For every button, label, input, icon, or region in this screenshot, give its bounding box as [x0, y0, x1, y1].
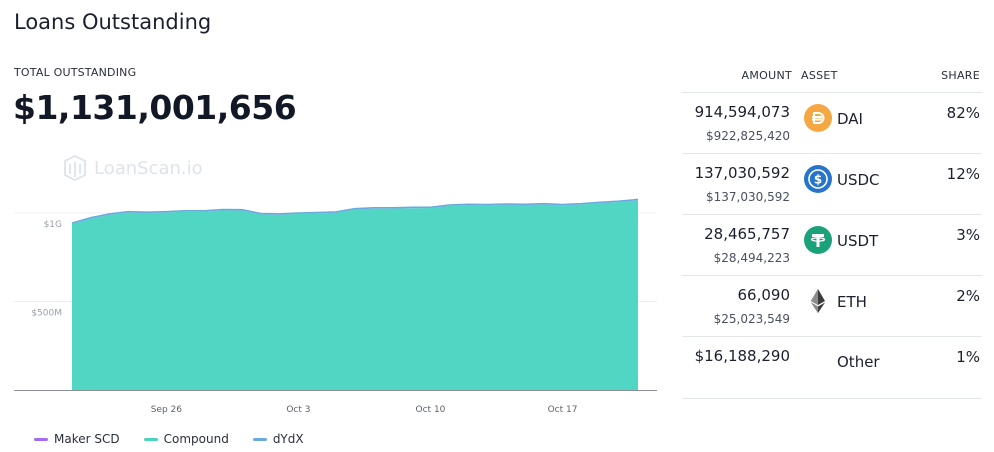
column-header-asset: ASSET	[801, 69, 838, 82]
column-header-share: SHARE	[941, 69, 980, 82]
row-usd-value: $137,030,592	[706, 190, 790, 204]
row-share: 82%	[946, 104, 980, 122]
area-top-edge	[71, 198, 639, 224]
row-asset-name: DAI	[837, 110, 863, 128]
total-outstanding-value: $1,131,001,656	[13, 88, 297, 127]
row-amount: 66,090	[737, 286, 791, 304]
legend-label-maker-scd: Maker SCD	[54, 432, 120, 446]
table-row-usdc[interactable]: 137,030,592 $137,030,592 $ USDC 12%	[682, 153, 982, 215]
x-tick-label: Oct 10	[416, 405, 446, 415]
row-share: 1%	[956, 348, 980, 366]
legend-item-compound[interactable]: Compound	[143, 432, 229, 446]
row-amount: 28,465,757	[704, 225, 790, 243]
dai-icon	[804, 104, 832, 132]
chart-legend: Maker SCD Compound dYdX	[34, 432, 304, 446]
legend-swatch-maker-scd	[34, 437, 48, 441]
row-amount: 914,594,073	[694, 103, 790, 121]
usdt-icon	[804, 226, 832, 254]
total-outstanding-label: TOTAL OUTSTANDING	[14, 66, 137, 79]
row-asset-name: USDT	[837, 232, 879, 250]
legend-label-dydx: dYdX	[272, 432, 304, 446]
watermark: LoanScan.io	[62, 153, 203, 183]
table-row-usdt[interactable]: 28,465,757 $28,494,223 USDT 3%	[682, 214, 982, 276]
legend-swatch-compound	[143, 437, 158, 441]
area-series-compound[interactable]	[72, 200, 638, 390]
row-asset-name: Other	[837, 353, 880, 371]
row-share: 3%	[956, 226, 980, 244]
legend-swatch-dydx	[252, 437, 267, 441]
row-share: 12%	[946, 165, 980, 183]
watermark-text: LoanScan.io	[94, 157, 203, 179]
x-tick-label: Oct 17	[548, 405, 578, 415]
loanscan-logo-icon	[64, 154, 86, 182]
legend-item-dydx[interactable]: dYdX	[252, 432, 304, 446]
x-tick-label: Sep 26	[151, 405, 183, 415]
eth-icon	[804, 287, 832, 315]
svg-text:$: $	[814, 173, 822, 187]
row-share: 2%	[956, 287, 980, 305]
row-usd-value: $28,494,223	[713, 251, 790, 265]
row-asset-name: ETH	[837, 293, 867, 311]
legend-label-compound: Compound	[163, 432, 229, 446]
row-usd-value: $922,825,420	[706, 129, 790, 143]
table-row-other[interactable]: $16,188,290 Other 1%	[682, 336, 982, 399]
page-title: Loans Outstanding	[14, 10, 212, 34]
legend-item-maker-scd[interactable]: Maker SCD	[34, 432, 120, 446]
usdc-icon: $	[804, 165, 832, 193]
y-tick-label: $500M	[31, 309, 62, 319]
row-amount: 137,030,592	[694, 164, 790, 182]
y-tick-label: $1G	[44, 220, 62, 230]
x-tick-label: Oct 3	[286, 405, 310, 415]
row-amount: $16,188,290	[694, 347, 790, 365]
column-header-amount: AMOUNT	[741, 69, 792, 82]
row-usd-value: $25,023,549	[713, 312, 790, 326]
table-row-eth[interactable]: 66,090 $25,023,549 ETH 2%	[682, 275, 982, 337]
row-asset-name: USDC	[837, 171, 880, 189]
table-row-dai[interactable]: 914,594,073 $922,825,420 DAI 82%	[682, 92, 982, 154]
